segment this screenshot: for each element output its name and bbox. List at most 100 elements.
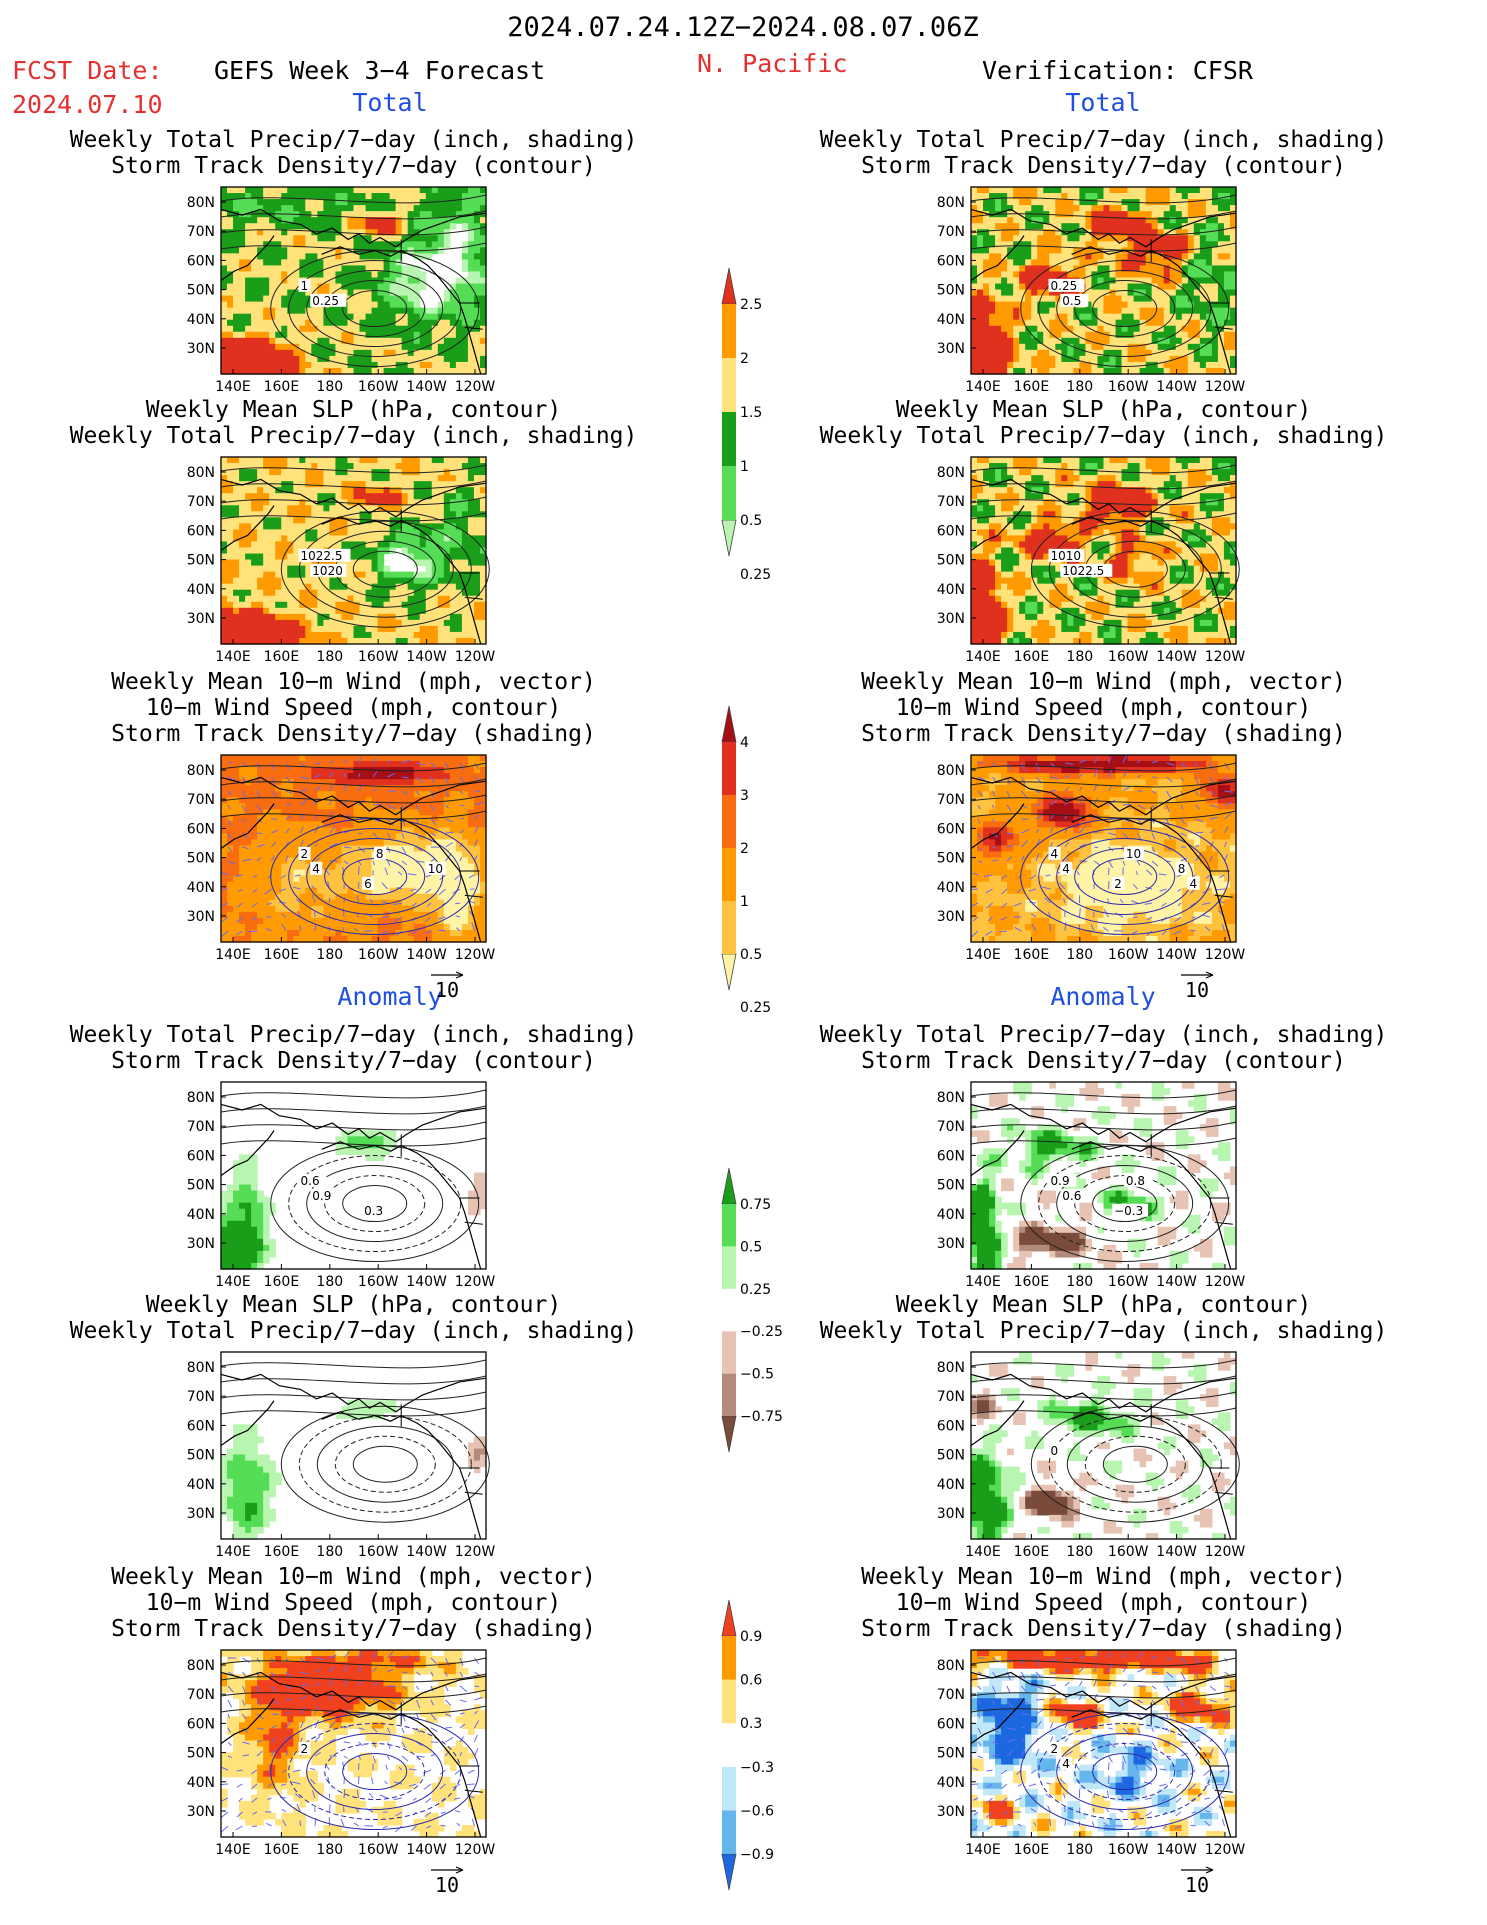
colorbar-storm_total: 4 3 2 1 0.5 0.25 bbox=[721, 705, 771, 1016]
lon-tick: 160E bbox=[264, 1544, 300, 1560]
lat-tick: 70N bbox=[937, 1119, 965, 1135]
lon-tick: 160E bbox=[1014, 1544, 1050, 1560]
colorbar-label: 3 bbox=[740, 788, 749, 804]
lon-tick: 140E bbox=[965, 1274, 1001, 1290]
lat-tick: 30N bbox=[187, 611, 215, 627]
map-panel: Weekly Mean SLP (hPa, contour)Weekly Tot… bbox=[70, 397, 638, 665]
colorbar-label: −0.9 bbox=[740, 1847, 774, 1863]
lat-tick: 30N bbox=[937, 611, 965, 627]
lon-tick: 160E bbox=[1014, 649, 1050, 665]
lat-tick: 60N bbox=[187, 253, 215, 269]
lat-tick: 60N bbox=[937, 1418, 965, 1434]
lon-tick: 160E bbox=[1014, 1842, 1050, 1858]
contour-label: 1010 bbox=[1051, 549, 1082, 563]
lat-tick: 50N bbox=[187, 1448, 215, 1464]
map-panel: Weekly Mean 10−m Wind (mph, vector)10−m … bbox=[111, 1564, 596, 1897]
colorbar-label: 2 bbox=[740, 351, 749, 367]
lon-tick: 180 bbox=[316, 1842, 343, 1858]
contour-label: 4 bbox=[1051, 847, 1059, 861]
lon-tick: 180 bbox=[316, 649, 343, 665]
contour-label: 1020 bbox=[312, 564, 343, 578]
lon-tick: 160W bbox=[358, 947, 399, 963]
lon-tick: 140W bbox=[406, 947, 447, 963]
lon-tick: 140W bbox=[1156, 1274, 1197, 1290]
lon-tick: 180 bbox=[316, 379, 343, 395]
lat-tick: 60N bbox=[937, 1148, 965, 1164]
section-anomaly-right: Anomaly bbox=[1050, 982, 1155, 1011]
lon-tick: 140E bbox=[215, 1842, 251, 1858]
panel-title: Weekly Total Precip/7−day (inch, shading… bbox=[820, 1022, 1388, 1048]
lat-tick: 50N bbox=[937, 851, 965, 867]
panel-title: 10−m Wind Speed (mph, contour) bbox=[896, 695, 1311, 721]
lon-tick: 120W bbox=[1205, 947, 1246, 963]
lat-tick: 60N bbox=[187, 1148, 215, 1164]
panel-title: Weekly Total Precip/7−day (inch, shading… bbox=[70, 1318, 638, 1344]
lon-tick: 160E bbox=[1014, 379, 1050, 395]
lat-tick: 40N bbox=[937, 880, 965, 896]
lat-tick: 80N bbox=[937, 763, 965, 779]
vector-reference: 10 bbox=[1185, 1873, 1209, 1897]
colorbar-label: 0.9 bbox=[740, 1629, 762, 1645]
lon-tick: 160W bbox=[358, 379, 399, 395]
lon-tick: 160W bbox=[358, 1842, 399, 1858]
vector-reference: 10 bbox=[1185, 978, 1209, 1002]
lon-tick: 140E bbox=[215, 1274, 251, 1290]
map-frame bbox=[970, 186, 1237, 375]
contour-label: 6 bbox=[364, 877, 372, 891]
lon-tick: 120W bbox=[1205, 1842, 1246, 1858]
lon-tick: 160E bbox=[264, 649, 300, 665]
lon-tick: 120W bbox=[455, 1544, 496, 1560]
map-frame bbox=[220, 186, 487, 375]
lat-tick: 80N bbox=[937, 1090, 965, 1106]
colorbar-label: 0.75 bbox=[740, 1197, 771, 1213]
contour-label: 2 bbox=[1114, 877, 1122, 891]
contour-label: 0.8 bbox=[1126, 1174, 1145, 1188]
colorbar-precip_total: 2.5 2 1.5 1 0.5 0.25 bbox=[721, 267, 771, 583]
map-panel: Weekly Mean SLP (hPa, contour)Weekly Tot… bbox=[820, 1292, 1388, 1560]
lon-tick: 160E bbox=[264, 1274, 300, 1290]
contour-label: 0.25 bbox=[312, 294, 339, 308]
lat-tick: 30N bbox=[937, 1506, 965, 1522]
lat-tick: 70N bbox=[187, 1389, 215, 1405]
lon-tick: 140W bbox=[406, 1842, 447, 1858]
fcst-date-label: FCST Date: bbox=[12, 56, 163, 85]
contour-label: 0.6 bbox=[1062, 1189, 1081, 1203]
lon-tick: 140E bbox=[965, 649, 1001, 665]
map-panel: Weekly Mean 10−m Wind (mph, vector)10−m … bbox=[861, 669, 1346, 1002]
contour-label: 4 bbox=[1190, 877, 1198, 891]
lat-tick: 40N bbox=[187, 1775, 215, 1791]
panel-title: Weekly Mean 10−m Wind (mph, vector) bbox=[861, 669, 1346, 695]
lon-tick: 160E bbox=[264, 947, 300, 963]
map-frame bbox=[970, 1649, 1237, 1838]
lat-tick: 50N bbox=[187, 283, 215, 299]
contour-label: 0 bbox=[1051, 1444, 1059, 1458]
lat-tick: 70N bbox=[187, 494, 215, 510]
colorbar-label: −0.25 bbox=[740, 1324, 783, 1340]
region-label: N. Pacific bbox=[697, 49, 848, 78]
lon-tick: 120W bbox=[455, 1842, 496, 1858]
panel-title: 10−m Wind Speed (mph, contour) bbox=[146, 695, 561, 721]
lat-tick: 30N bbox=[187, 1506, 215, 1522]
map-panel: Weekly Mean SLP (hPa, contour)Weekly Tot… bbox=[70, 1292, 638, 1560]
lat-tick: 70N bbox=[937, 1389, 965, 1405]
lat-tick: 60N bbox=[187, 523, 215, 539]
colorbar-label: −0.75 bbox=[740, 1409, 783, 1425]
lon-tick: 120W bbox=[455, 649, 496, 665]
contour-label: 1022.5 bbox=[1062, 564, 1104, 578]
lon-tick: 180 bbox=[316, 947, 343, 963]
colorbar-label: 1 bbox=[740, 459, 749, 475]
lat-tick: 70N bbox=[187, 792, 215, 808]
map-panel: Weekly Mean SLP (hPa, contour)Weekly Tot… bbox=[820, 397, 1388, 665]
lon-tick: 160W bbox=[358, 649, 399, 665]
vector-reference: 10 bbox=[435, 1873, 459, 1897]
panel-title: Storm Track Density/7−day (contour) bbox=[861, 1048, 1346, 1074]
lon-tick: 120W bbox=[1205, 649, 1246, 665]
lon-tick: 140E bbox=[215, 379, 251, 395]
colorbar-label: 0.3 bbox=[740, 1716, 762, 1732]
lat-tick: 30N bbox=[187, 909, 215, 925]
lat-tick: 70N bbox=[937, 792, 965, 808]
lat-tick: 40N bbox=[937, 1775, 965, 1791]
lat-tick: 30N bbox=[937, 1804, 965, 1820]
panel-title: Storm Track Density/7−day (contour) bbox=[111, 153, 596, 179]
